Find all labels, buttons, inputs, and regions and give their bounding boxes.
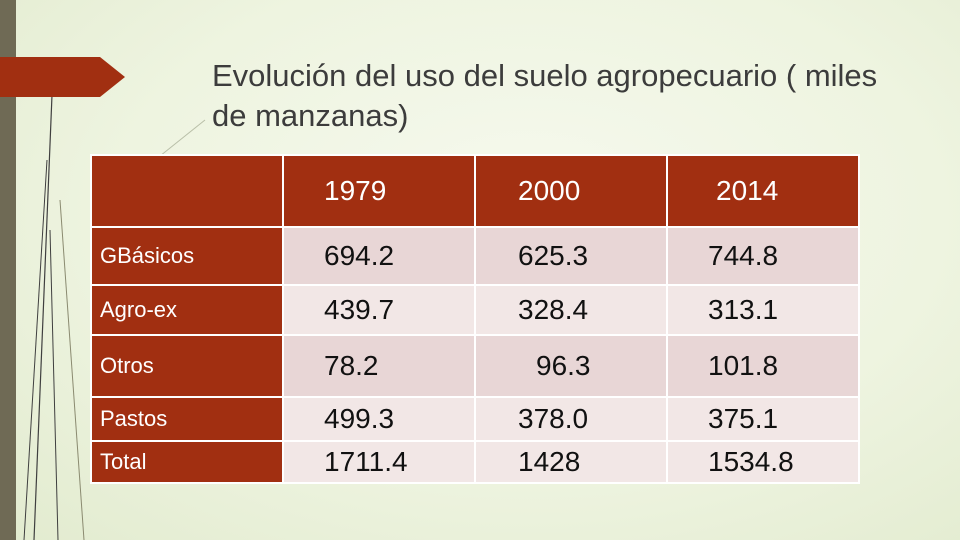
row-label: Otros bbox=[90, 334, 284, 398]
table-row: Total 1711.4 1428 1534.8 bbox=[90, 440, 860, 484]
table-cell: 313.1 bbox=[666, 284, 860, 336]
row-label: Pastos bbox=[90, 396, 284, 442]
table-row: GBásicos 694.2 625.3 744.8 bbox=[90, 226, 860, 286]
table-row: Otros 78.2 96.3 101.8 bbox=[90, 334, 860, 398]
table-header-row: 1979 2000 2014 bbox=[90, 154, 860, 228]
table-cell: 625.3 bbox=[474, 226, 668, 286]
table-cell: 694.2 bbox=[282, 226, 476, 286]
table-cell: 744.8 bbox=[666, 226, 860, 286]
row-label: Total bbox=[90, 440, 284, 484]
row-label: GBásicos bbox=[90, 226, 284, 286]
table-cell: 1534.8 bbox=[666, 440, 860, 484]
row-label: Agro-ex bbox=[90, 284, 284, 336]
column-header-1979: 1979 bbox=[282, 154, 476, 228]
table-cell: 328.4 bbox=[474, 284, 668, 336]
table-cell: 1711.4 bbox=[282, 440, 476, 484]
table-cell: 499.3 bbox=[282, 396, 476, 442]
table-cell: 378.0 bbox=[474, 396, 668, 442]
column-header-2000: 2000 bbox=[474, 154, 668, 228]
table-cell: 96.3 bbox=[474, 334, 668, 398]
table-cell: 439.7 bbox=[282, 284, 476, 336]
table-cell: 101.8 bbox=[666, 334, 860, 398]
table-cell: 1428 bbox=[474, 440, 668, 484]
data-table: 1979 2000 2014 GBásicos 694.2 625.3 744.… bbox=[90, 154, 860, 484]
table-cell: 78.2 bbox=[282, 334, 476, 398]
slide-title: Evolución del uso del suelo agropecuario… bbox=[212, 58, 878, 133]
title-flag-icon bbox=[0, 57, 125, 97]
table-cell: 375.1 bbox=[666, 396, 860, 442]
header-corner-cell bbox=[90, 154, 284, 228]
table-row: Pastos 499.3 378.0 375.1 bbox=[90, 396, 860, 442]
column-header-2014: 2014 bbox=[666, 154, 860, 228]
table-row: Agro-ex 439.7 328.4 313.1 bbox=[90, 284, 860, 336]
left-accent-bar bbox=[0, 0, 16, 540]
